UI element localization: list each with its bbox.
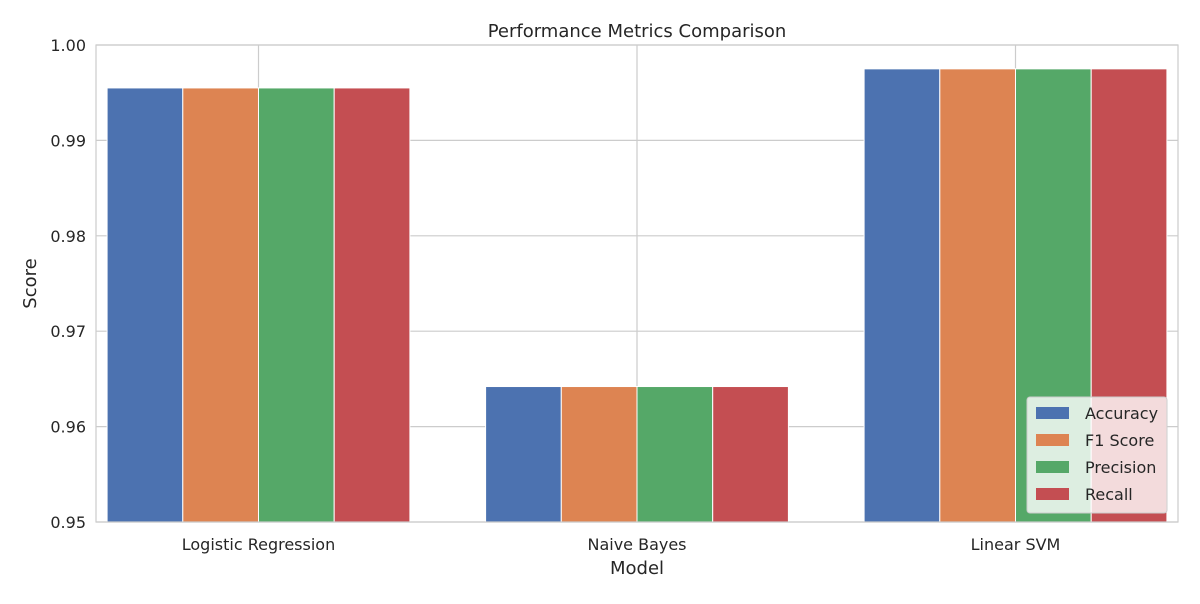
bar — [182, 87, 259, 523]
bar — [485, 386, 562, 523]
bar — [939, 68, 1017, 523]
legend-label: Recall — [1085, 485, 1133, 504]
bar — [560, 386, 638, 523]
legend-swatch — [1036, 434, 1069, 446]
y-tick-label: 0.97 — [50, 322, 86, 341]
y-tick-label: 1.00 — [50, 36, 86, 55]
y-tick-label: 0.95 — [50, 513, 86, 532]
bar — [106, 87, 184, 523]
x-tick-label: Linear SVM — [971, 535, 1061, 554]
chart-title: Performance Metrics Comparison — [488, 21, 787, 42]
bar — [863, 68, 941, 523]
plot-frame — [95, 44, 1179, 523]
legend-swatch — [1036, 407, 1069, 419]
y-tick-label: 0.99 — [50, 131, 86, 150]
y-tick-label: 0.96 — [50, 418, 86, 437]
x-axis-title: Model — [610, 558, 664, 579]
x-tick-label: Logistic Regression — [182, 535, 335, 554]
legend-label: Precision — [1085, 458, 1156, 477]
legend: Accuracy F1 Score Precision Recall — [1026, 396, 1168, 514]
bars — [106, 68, 1168, 523]
legend-label: Accuracy — [1085, 404, 1158, 423]
bar — [636, 386, 714, 523]
legend-box — [1026, 396, 1168, 514]
tick-labels: 0.95 0.96 0.97 0.98 0.99 1.00 Logistic Regress… — [50, 36, 1060, 554]
y-axis-title: Score — [20, 258, 41, 308]
bar — [257, 87, 335, 523]
legend-swatch — [1036, 461, 1069, 473]
bar — [712, 386, 789, 523]
legend-label: F1 Score — [1085, 431, 1154, 450]
legend-swatch — [1036, 488, 1069, 500]
bar — [333, 87, 411, 523]
x-tick-label: Naive Bayes — [587, 535, 686, 554]
y-tick-label: 0.98 — [50, 227, 86, 246]
